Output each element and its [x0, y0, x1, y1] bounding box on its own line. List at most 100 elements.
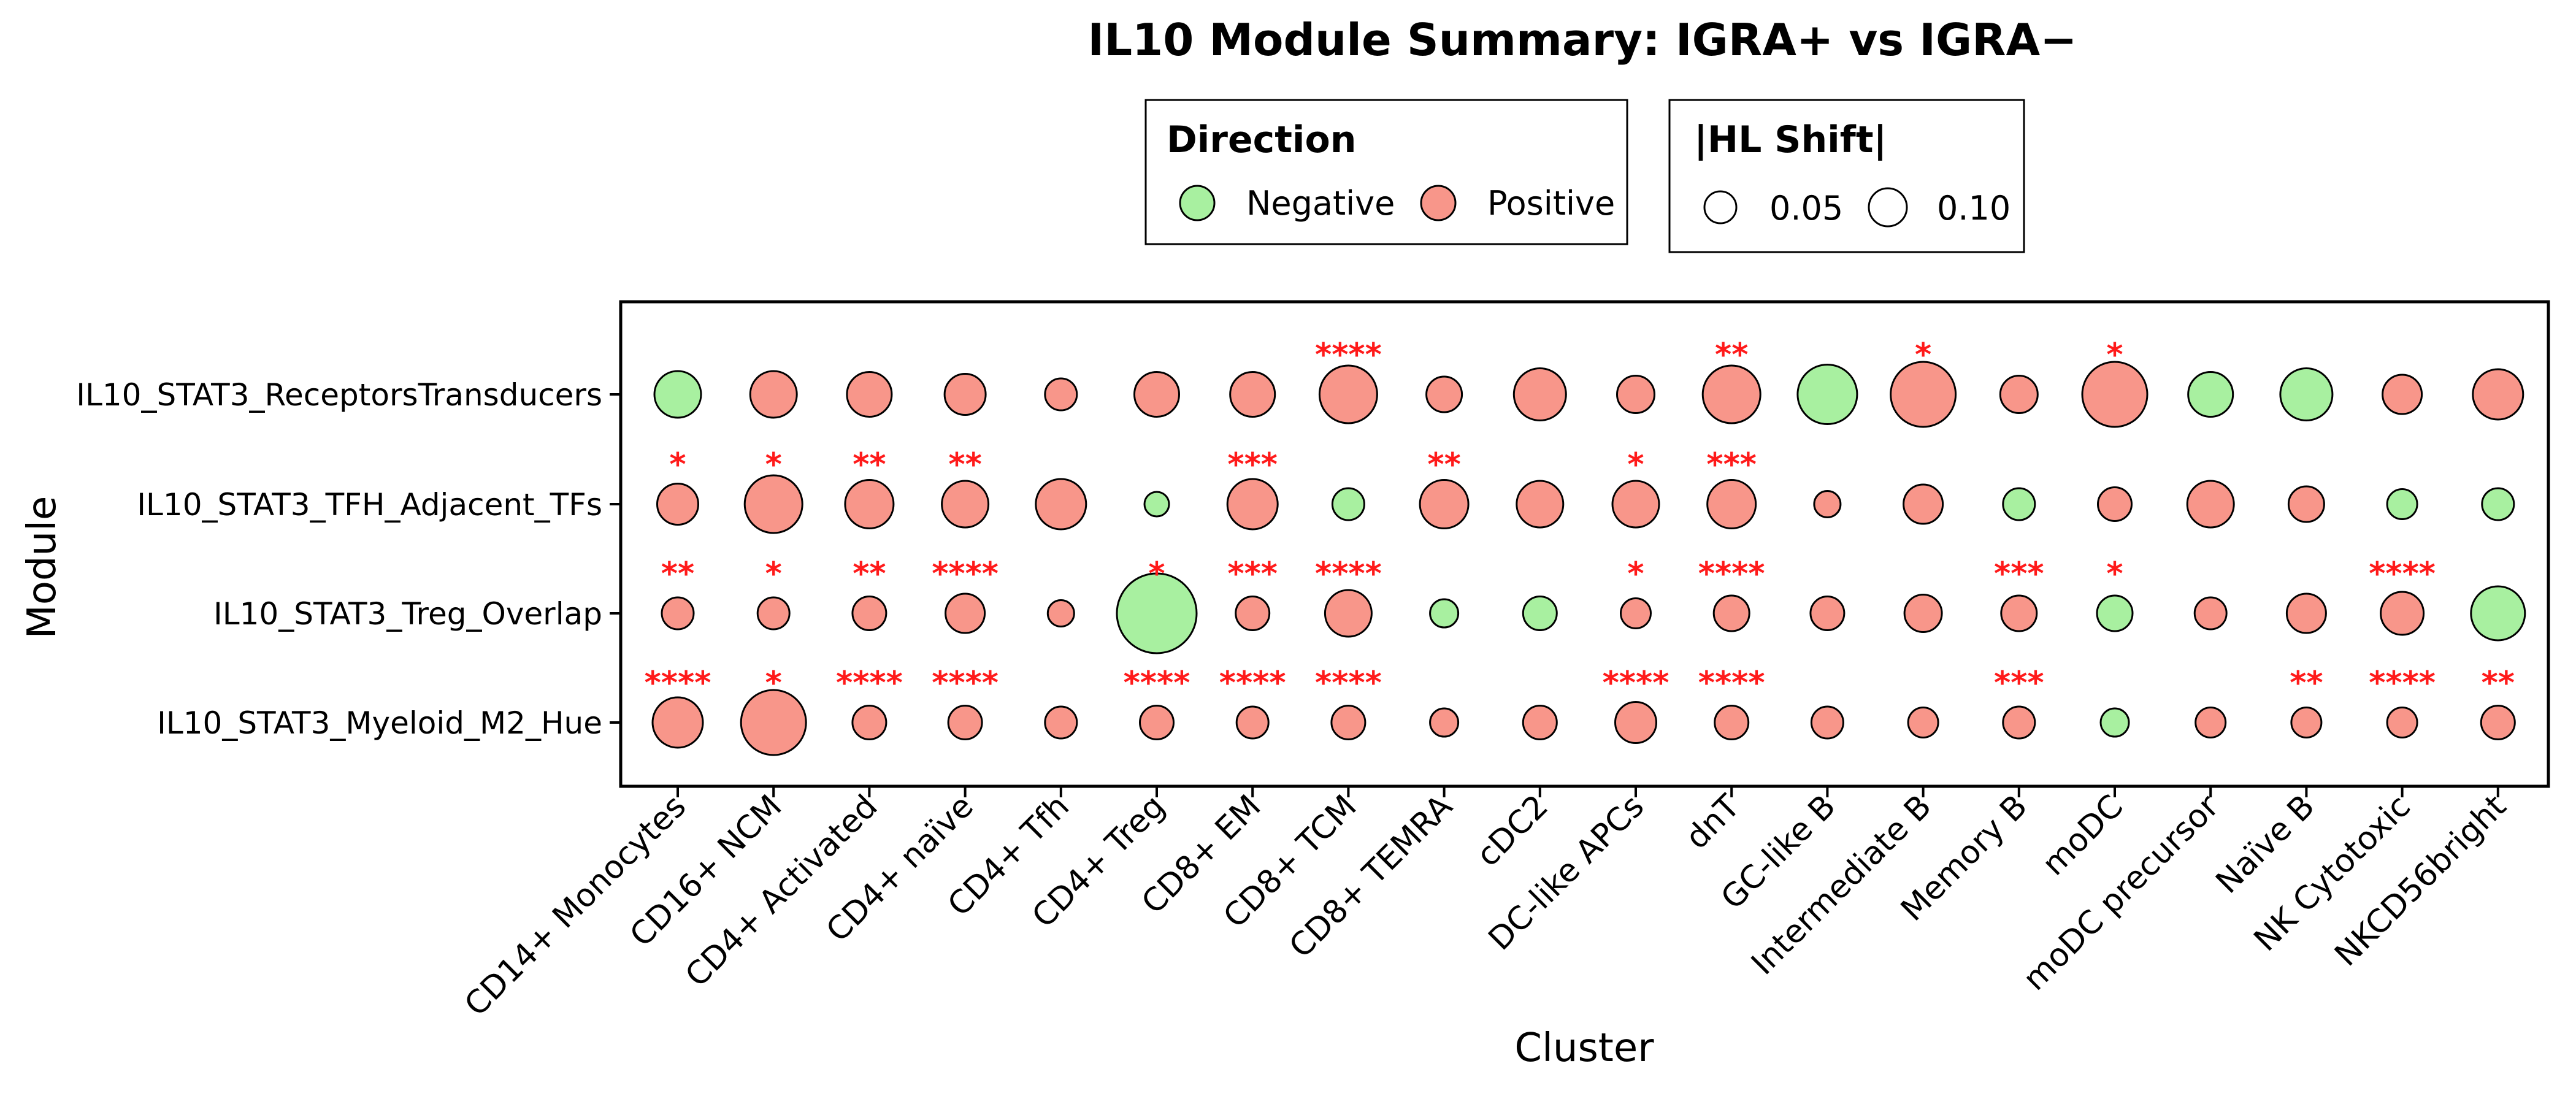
data-point — [1522, 705, 1558, 740]
data-point — [2193, 596, 2228, 631]
data-point — [1620, 597, 1652, 629]
significance-label: **** — [1219, 665, 1286, 702]
significance-label: * — [765, 556, 782, 592]
data-point — [1813, 490, 1842, 518]
significance-label: *** — [1706, 447, 1757, 483]
data-point — [1796, 364, 1858, 425]
significance-label: **** — [1603, 665, 1669, 702]
data-point — [1614, 701, 1657, 744]
data-point — [1139, 705, 1175, 740]
y-tick-label: IL10_STAT3_TFH_Adjacent_TFs — [137, 487, 602, 523]
data-point — [2470, 585, 2526, 642]
legend-size-010-swatch — [1868, 187, 1908, 228]
data-point — [1706, 479, 1757, 529]
plot-panel — [619, 300, 2550, 788]
significance-label: *** — [1994, 556, 2044, 592]
data-point — [1810, 705, 1844, 740]
data-point — [2186, 480, 2235, 529]
significance-label: **** — [1698, 665, 1765, 702]
data-point — [2382, 374, 2423, 415]
data-point — [2480, 705, 2516, 740]
data-point — [653, 370, 702, 419]
data-point — [1999, 375, 2039, 414]
size-legend-box — [1668, 99, 2025, 253]
data-point — [1226, 478, 1279, 531]
data-point — [2187, 371, 2234, 418]
data-point — [2279, 367, 2334, 421]
significance-label: * — [765, 447, 782, 483]
data-point — [1046, 599, 1075, 627]
significance-label: **** — [1315, 556, 1382, 592]
legend-negative-label: Negative — [1246, 184, 1395, 223]
data-point — [1044, 705, 1078, 740]
data-point — [1419, 479, 1470, 529]
data-point — [851, 596, 887, 631]
data-point — [1522, 596, 1558, 631]
data-point — [2002, 487, 2036, 521]
data-point — [2472, 368, 2524, 421]
data-point — [1330, 705, 1367, 740]
data-point — [2386, 488, 2418, 520]
data-point — [661, 596, 695, 631]
data-point — [1429, 707, 1460, 738]
data-point — [945, 592, 986, 634]
significance-label: **** — [645, 665, 711, 702]
significance-label: * — [1148, 556, 1165, 592]
data-point — [1701, 364, 1761, 424]
direction-legend-box — [1144, 99, 1628, 245]
significance-label: *** — [1994, 665, 2044, 702]
significance-label: ** — [661, 556, 694, 592]
data-point — [1133, 371, 1180, 418]
data-point — [749, 370, 798, 419]
x-axis-title: Cluster — [1514, 1025, 1654, 1071]
legend-size-010-label: 0.10 — [1937, 189, 2011, 228]
significance-label: * — [2106, 556, 2123, 592]
data-point — [1229, 371, 1276, 418]
data-point — [2099, 707, 2130, 738]
data-point — [2096, 594, 2134, 632]
data-point — [2081, 361, 2149, 428]
significance-label: ** — [2290, 665, 2323, 702]
significance-label: **** — [1124, 665, 1190, 702]
data-point — [2285, 592, 2327, 634]
data-point — [1044, 377, 1078, 412]
data-point — [1907, 707, 1939, 738]
data-points — [651, 361, 2526, 756]
data-point — [1429, 598, 1460, 629]
legend-positive-swatch — [1420, 185, 1457, 221]
data-point — [2097, 486, 2133, 522]
data-point — [1712, 594, 1750, 632]
data-point — [851, 705, 887, 740]
significance-label: **** — [1315, 337, 1382, 374]
significance-label: ** — [1427, 447, 1460, 483]
data-point — [2002, 705, 2036, 740]
data-point — [743, 474, 803, 534]
data-point — [2290, 707, 2323, 738]
data-point — [1143, 491, 1170, 518]
significance-label: * — [1915, 337, 1931, 374]
significance-label: * — [2106, 337, 2123, 374]
data-point — [1714, 705, 1750, 740]
significance-label: * — [669, 447, 686, 483]
size-legend: |HL Shift| 0.05 0.10 — [1668, 99, 2025, 253]
data-point — [2000, 594, 2038, 632]
legend-negative-swatch — [1179, 185, 1216, 221]
legend-positive-label: Positive — [1487, 184, 1615, 223]
data-point — [1035, 478, 1087, 531]
data-point — [1425, 375, 1463, 413]
data-point — [756, 596, 791, 631]
significance-label: **** — [2369, 556, 2436, 592]
significance-label: * — [765, 665, 782, 702]
data-point — [2195, 707, 2227, 738]
significance-label: **** — [1315, 665, 1382, 702]
significance-label: * — [1627, 556, 1644, 592]
data-point — [651, 696, 704, 749]
data-point — [656, 483, 699, 526]
data-point — [2386, 707, 2418, 738]
data-point — [941, 480, 990, 529]
significance-label: **** — [932, 665, 999, 702]
significance-label: ** — [2482, 665, 2515, 702]
data-point — [1235, 705, 1270, 740]
data-point — [1890, 361, 1957, 428]
significance-label: *** — [1227, 556, 1278, 592]
